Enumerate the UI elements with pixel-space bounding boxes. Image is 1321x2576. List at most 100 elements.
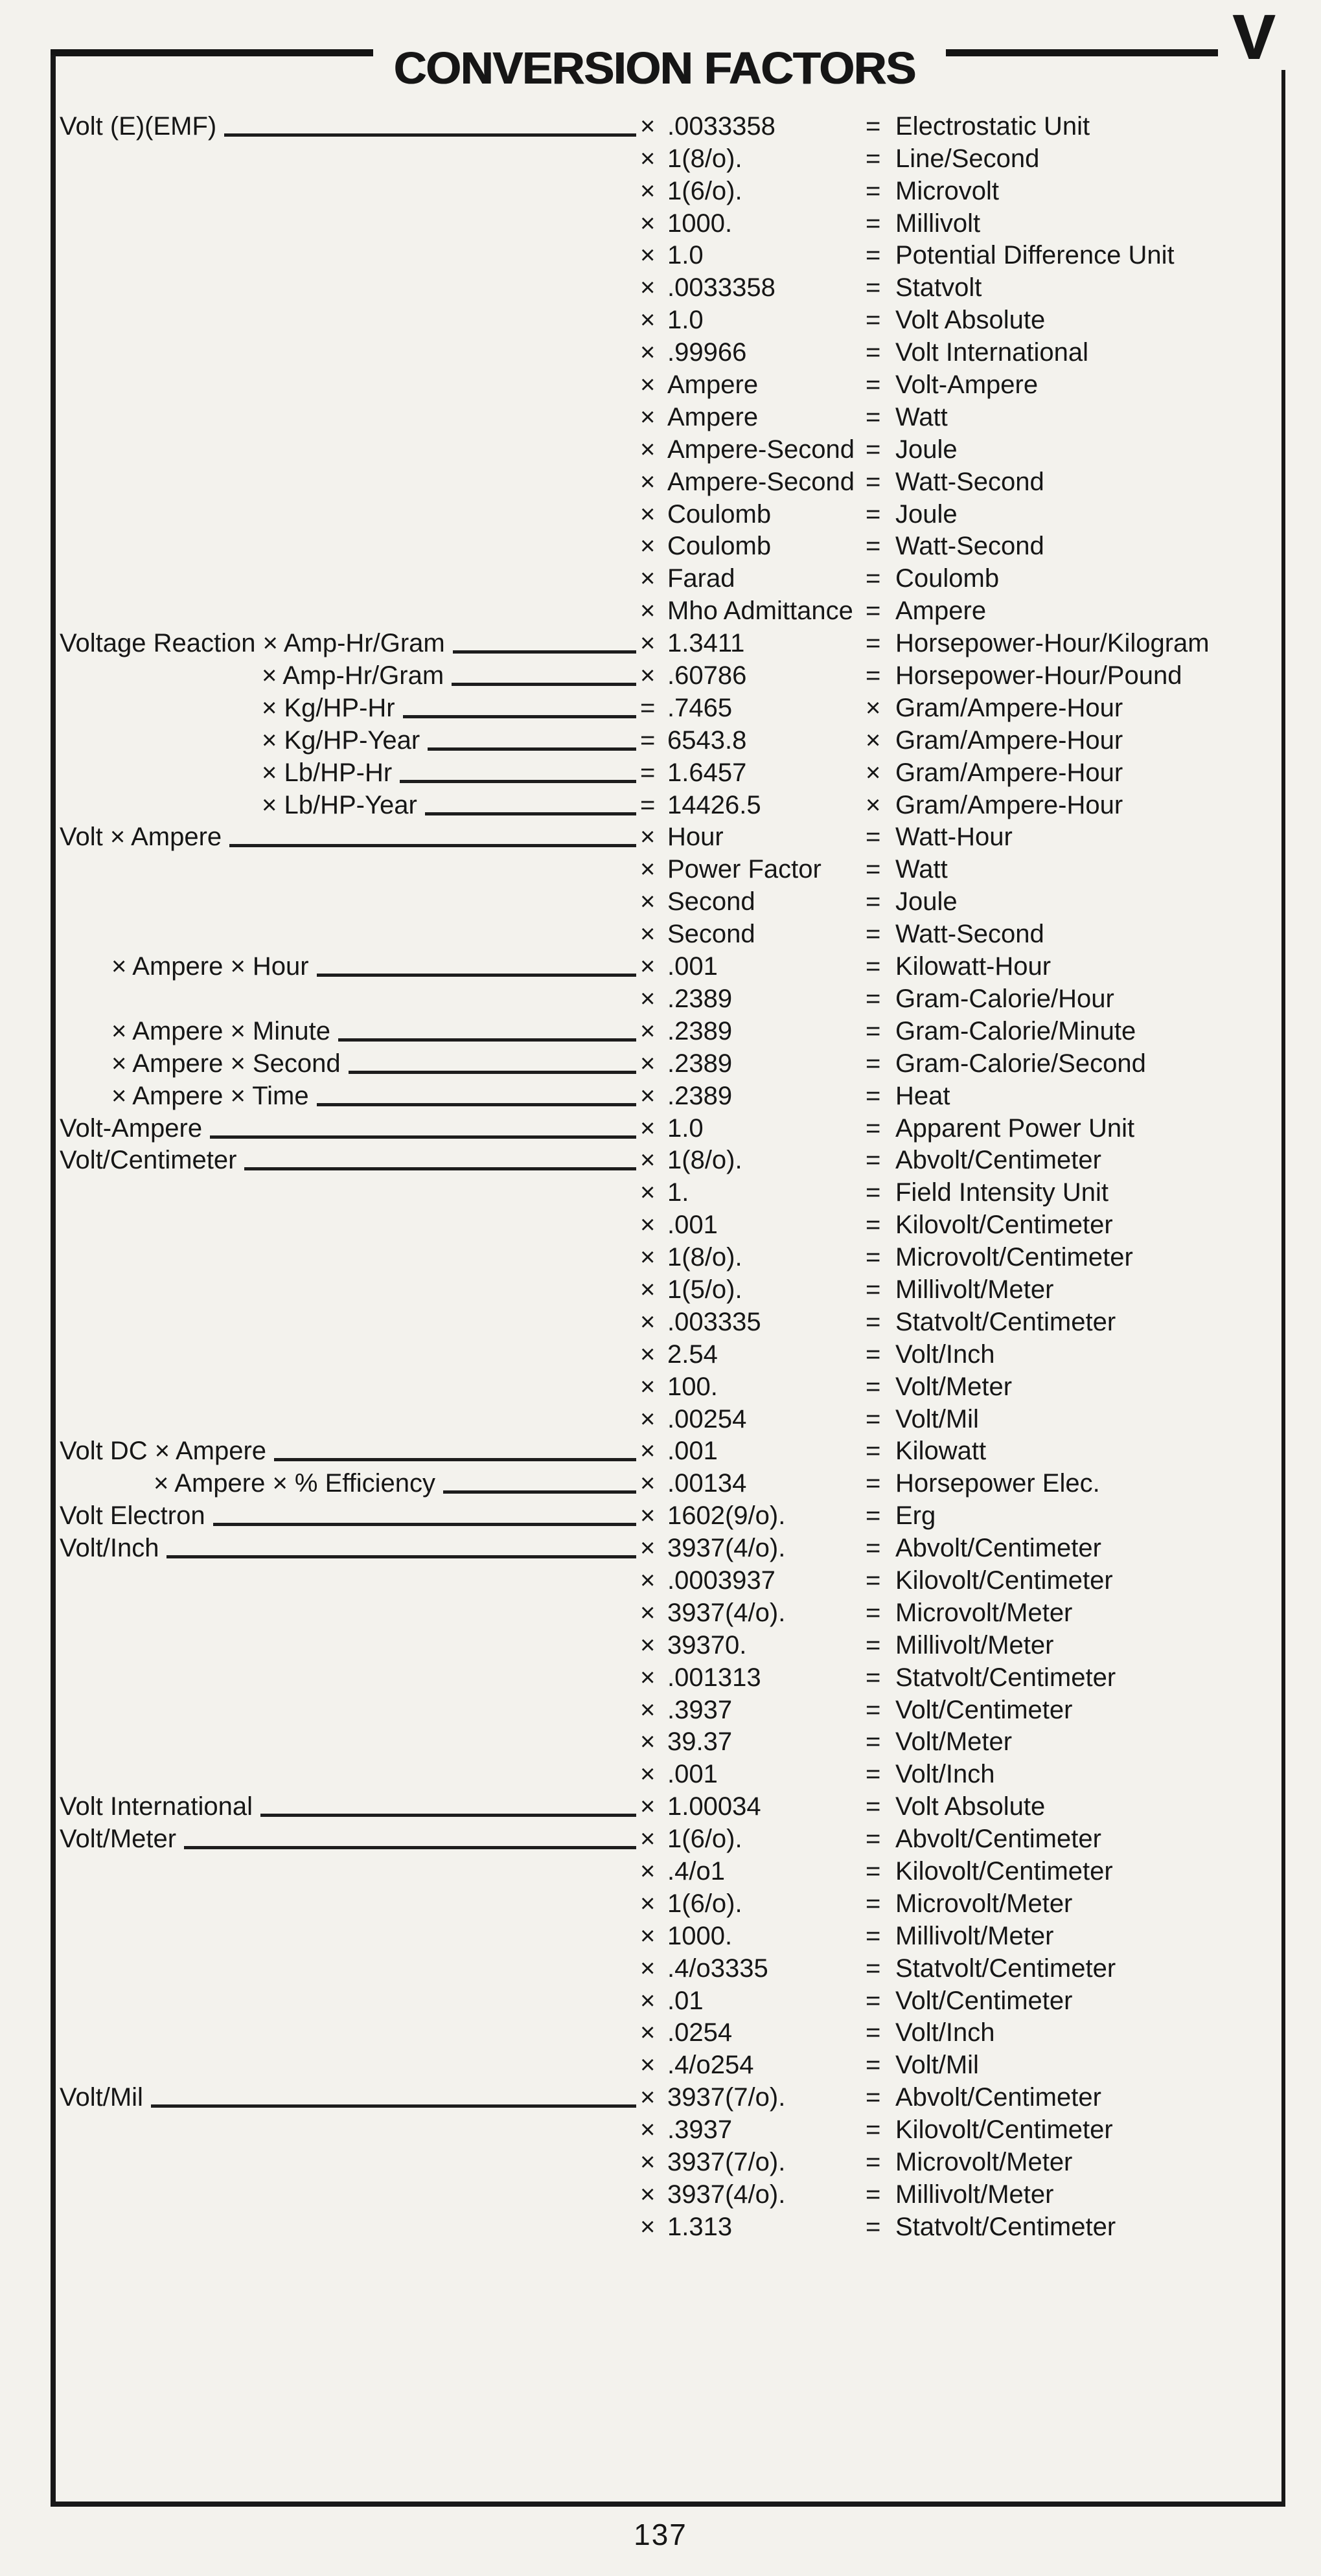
row-factor-cell: × Farad — [640, 564, 866, 593]
table-row: × .001 = Volt/Inch — [60, 1757, 1281, 1789]
row-result-cell: = Millivolt/Meter — [866, 1275, 1281, 1305]
table-row: × 39.37 = Volt/Meter — [60, 1725, 1281, 1757]
row-equals-sign: × — [866, 790, 881, 819]
table-row: × 39370. = Millivolt/Meter — [60, 1628, 1281, 1660]
row-factor: 1.3411 — [667, 629, 745, 658]
leader-line — [428, 747, 636, 751]
row-operator: × — [640, 1501, 656, 1531]
row-result-cell: = Statvolt/Centimeter — [866, 1954, 1281, 1983]
row-operator: × — [640, 532, 656, 561]
row-factor-cell: × 1.0 — [640, 1113, 866, 1143]
table-row: × 2.54 = Volt/Inch — [60, 1337, 1281, 1369]
row-equals-sign: = — [866, 2051, 881, 2080]
row-result-cell: = Volt/Mil — [866, 1404, 1281, 1434]
leader-line — [452, 650, 636, 654]
row-factor: Second — [667, 887, 755, 917]
table-row: Volt International × 1.00034 = Volt Abso… — [60, 1789, 1281, 1821]
row-factor: .003335 — [667, 1307, 761, 1336]
row-result: Volt/Mil — [895, 1404, 979, 1433]
table-row: × Coulomb = Watt-Second — [60, 529, 1281, 562]
row-factor: .7465 — [667, 693, 733, 722]
row-equals-sign: = — [866, 1566, 881, 1595]
table-row: × 1000. = Millivolt — [60, 206, 1281, 238]
row-result-cell: = Statvolt — [866, 273, 1281, 302]
table-row: Volt (E)(EMF) × .0033358 = Electrostatic… — [60, 109, 1281, 141]
row-factor: 6543.8 — [667, 725, 747, 755]
row-result-cell: = Gram-Calorie/Second — [866, 1049, 1281, 1078]
row-factor-cell: × .2389 — [640, 984, 866, 1014]
table-row: × 1. = Field Intensity Unit — [60, 1175, 1281, 1207]
row-source-cell — [60, 1656, 640, 1660]
row-result: Microvolt/Meter — [895, 2148, 1073, 2176]
row-operator: × — [640, 1243, 656, 1272]
row-factor: 1.313 — [667, 2212, 733, 2241]
row-factor: Ampere — [667, 402, 759, 431]
conversion-table: Volt (E)(EMF) × .0033358 = Electrostatic… — [60, 109, 1281, 2242]
row-factor-cell: × 1602(9/o). — [640, 1501, 866, 1531]
row-operator: × — [640, 273, 656, 302]
row-equals-sign: = — [866, 1727, 881, 1757]
row-result: Millivolt/Meter — [895, 1275, 1054, 1304]
leader-line — [338, 1038, 636, 1042]
row-operator: × — [640, 1856, 656, 1886]
row-result: Gram/Ampere-Hour — [895, 693, 1123, 722]
row-source-cell — [60, 460, 640, 464]
row-result-cell: = Volt International — [866, 337, 1281, 367]
row-equals-sign: = — [866, 1630, 881, 1659]
row-label: × Ampere × Time — [111, 1081, 309, 1110]
row-operator: × — [640, 241, 656, 270]
table-row: Volt Electron × 1602(9/o). = Erg — [60, 1498, 1281, 1531]
row-source-cell — [60, 912, 640, 917]
row-factor-cell: × 1(6/o). — [640, 176, 866, 206]
row-result-cell: = Coulomb — [866, 564, 1281, 593]
row-factor-cell: × 39370. — [640, 1630, 866, 1660]
row-source-cell — [60, 2043, 640, 2047]
row-source-cell: Volt/Mil — [60, 2082, 640, 2112]
row-result-cell: × Gram/Ampere-Hour — [866, 693, 1281, 723]
row-factor-cell: × 1(8/o). — [640, 1145, 866, 1175]
row-operator: × — [640, 111, 656, 141]
row-equals-sign: × — [866, 725, 881, 755]
table-row: × 1(8/o). = Microvolt/Centimeter — [60, 1240, 1281, 1272]
row-operator: × — [640, 1566, 656, 1595]
row-factor: 1(8/o). — [667, 1146, 742, 1175]
row-factor-cell: × .001 — [640, 1210, 866, 1240]
leader-line — [210, 1135, 636, 1139]
row-result: Volt/Inch — [895, 2018, 995, 2047]
row-factor-cell: = 14426.5 — [640, 790, 866, 820]
row-result: Volt/Mil — [895, 2051, 979, 2080]
row-source-cell: Volt International — [60, 1792, 640, 1821]
table-row: × 100. = Volt/Meter — [60, 1369, 1281, 1402]
row-equals-sign: = — [866, 1534, 881, 1563]
row-equals-sign: = — [866, 920, 881, 949]
row-source-cell — [60, 880, 640, 884]
row-equals-sign: = — [866, 855, 881, 884]
row-result: Gram-Calorie/Hour — [895, 984, 1114, 1013]
row-equals-sign: = — [866, 2083, 881, 2112]
row-result: Volt-Ampere — [895, 370, 1039, 400]
table-row: × Mho Admittance = Ampere — [60, 593, 1281, 626]
row-result: Microvolt/Meter — [895, 1598, 1073, 1627]
row-result-cell: = Gram-Calorie/Minute — [866, 1016, 1281, 1046]
row-result-cell: = Joule — [866, 499, 1281, 529]
row-result-cell: = Gram-Calorie/Hour — [866, 984, 1281, 1014]
row-result: Kilovolt/Centimeter — [895, 1856, 1113, 1886]
table-row: × 1(6/o). = Microvolt — [60, 174, 1281, 206]
row-source-cell — [60, 266, 640, 270]
row-factor-cell: × Power Factor — [640, 854, 866, 884]
row-equals-sign: = — [866, 2115, 881, 2145]
row-result: Kilovolt/Centimeter — [895, 1566, 1113, 1595]
row-operator: × — [640, 984, 656, 1013]
row-factor: .001313 — [667, 1663, 761, 1692]
row-label: × Ampere × Second — [111, 1049, 341, 1078]
row-source-cell — [60, 234, 640, 238]
row-factor-cell: × Mho Admittance — [640, 596, 866, 626]
row-factor: .3937 — [667, 1695, 733, 1724]
row-result-cell: = Watt — [866, 402, 1281, 432]
row-result-cell: = Volt Absolute — [866, 1792, 1281, 1821]
row-equals-sign: = — [866, 1501, 881, 1531]
row-operator: × — [640, 823, 656, 852]
table-row: × .4/o254 = Volt/Mil — [60, 2047, 1281, 2080]
row-result: Microvolt — [895, 176, 1000, 205]
row-result: Horsepower Elec. — [895, 1469, 1100, 1498]
